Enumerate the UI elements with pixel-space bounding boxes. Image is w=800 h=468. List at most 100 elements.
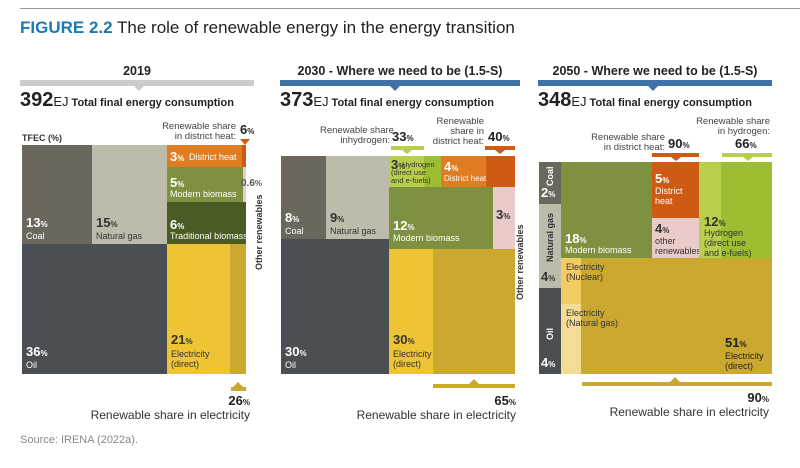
block-label: Traditional biomass xyxy=(170,231,246,241)
block-label: (direct) xyxy=(171,359,200,369)
district-heat-renewable-part xyxy=(242,145,246,167)
block-label: Electricity xyxy=(171,349,210,359)
panel-2050-year-bar xyxy=(538,80,772,86)
block-value: 2% xyxy=(541,185,556,200)
block-value: 4% xyxy=(541,355,556,370)
electricity-natural-gas-part xyxy=(561,304,581,374)
block-label: Modern biomass xyxy=(170,189,237,199)
block-label: heat xyxy=(655,196,673,206)
annotation-value-district-heat-2019: 6% xyxy=(240,122,254,137)
renewable-electricity-2030: 65% Renewable share in electricity xyxy=(356,393,516,422)
block-coal-2019: 13% Coal xyxy=(22,145,92,244)
electricity-pointer-2050 xyxy=(670,377,680,382)
block-electricity-2030: 30% Electricity (direct) xyxy=(389,249,515,374)
block-value: 4% xyxy=(655,221,670,236)
block-value: 51% xyxy=(725,335,747,350)
block-label: Oil xyxy=(545,327,555,340)
block-label: Oil xyxy=(285,360,296,370)
block-district-heat-2019: 3% District heat xyxy=(167,145,246,167)
block-modern-biomass-2030: 12% Modern biomass xyxy=(389,187,493,249)
electricity-nuclear-part xyxy=(561,258,581,304)
block-natural-gas-2050: Natural gas 4% xyxy=(539,204,561,288)
block-oil-2030: 30% Oil xyxy=(281,239,389,374)
annotation-value-district-heat-2050: 90% xyxy=(668,136,690,151)
block-label: (direct use xyxy=(704,238,747,248)
electricity-renewable-part xyxy=(230,244,246,374)
block-value: 30% xyxy=(393,332,415,347)
source-note: Source: IRENA (2022a). xyxy=(20,434,139,446)
block-modern-biomass-2019: 5% Modern biomass xyxy=(167,167,243,202)
electricity-renewable-marker-2019 xyxy=(231,387,246,391)
other-renewables-value-2019: 0.6% xyxy=(241,178,263,189)
panel-2019-year: 2019 xyxy=(123,64,151,78)
total-label: Total final energy consumption xyxy=(331,97,494,109)
block-label: (direct) xyxy=(725,361,754,371)
tfec-axis-label: TFEC (%) xyxy=(22,133,62,143)
pct: % xyxy=(247,127,255,136)
total-unit: EJ xyxy=(313,94,329,109)
block-label: Coal xyxy=(545,166,555,186)
block-value: 3% xyxy=(170,149,185,164)
block-other-renewables-2030: 3% xyxy=(493,187,515,249)
block-value: 30% xyxy=(285,344,307,359)
annotation-text: Renewable share xyxy=(162,121,236,132)
hydrogen-pointer-2030 xyxy=(402,150,412,154)
block-electricity-2050: Electricity (Nuclear) Electricity (Natur… xyxy=(561,258,772,374)
hydrogen-pointer-2050 xyxy=(743,157,753,161)
district-heat-marker-2030 xyxy=(485,146,515,150)
block-label: and e-fuels) xyxy=(704,248,752,258)
block-label: Electricity xyxy=(725,351,764,361)
block-value: 21% xyxy=(171,332,193,347)
block-value: 12% xyxy=(704,214,726,229)
hydrogen-marker-2030 xyxy=(391,146,424,150)
annotation-value-hydrogen-2050: 66% xyxy=(735,136,757,151)
block-label: Natural gas xyxy=(330,226,377,236)
block-label: Electricity xyxy=(393,349,432,359)
block-value: 3% xyxy=(496,207,511,222)
hydrogen-renewable-part xyxy=(424,156,441,187)
panel-2050-year-pointer xyxy=(648,86,658,91)
block-traditional-biomass-2019: 6% Traditional biomass xyxy=(167,202,246,244)
block-natural-gas-2030: 9% Natural gas xyxy=(326,156,389,239)
block-label: District xyxy=(655,186,683,196)
top-rule xyxy=(20,8,800,9)
block-value: 18% xyxy=(565,231,587,246)
block-other-renewables-2050: 4% other renewables xyxy=(652,218,699,258)
figure-title: FIGURE 2.2 The role of renewable energy … xyxy=(20,18,515,38)
block-label: Coal xyxy=(26,231,45,241)
district-heat-marker-2050 xyxy=(652,153,699,157)
value: 90 xyxy=(747,390,762,405)
block-value: 4% xyxy=(444,159,459,174)
block-value: 5% xyxy=(170,175,185,190)
district-heat-renewable-part xyxy=(486,156,515,187)
total-unit: EJ xyxy=(571,94,587,109)
block-modern-biomass-2050: 18% Modern biomass xyxy=(561,162,652,258)
district-heat-pointer xyxy=(240,139,250,145)
hydrogen-marker-2050 xyxy=(722,153,772,157)
electricity-renewable-marker-2050 xyxy=(582,382,772,386)
block-label: (Nuclear) xyxy=(566,272,604,282)
block-label: Modern biomass xyxy=(565,245,632,255)
block-label: Hydrogen xyxy=(402,160,435,169)
figure-title-text: The role of renewable energy in the ener… xyxy=(117,18,515,37)
caption: Renewable share in electricity xyxy=(356,408,516,422)
block-district-heat-2050: 5% District heat xyxy=(652,162,699,218)
total-unit: EJ xyxy=(53,94,69,109)
panel-2050-year: 2050 - Where we need to be (1.5-S) xyxy=(552,64,758,78)
total-label: Total final energy consumption xyxy=(71,97,234,109)
block-value: 15% xyxy=(96,215,118,230)
panel-2030-year: 2030 - Where we need to be (1.5-S) xyxy=(297,64,503,78)
block-oil-2050: Oil 4% xyxy=(539,288,561,374)
value: 26 xyxy=(228,393,243,408)
block-label: (Natural gas) xyxy=(566,318,619,328)
block-label: Natural gas xyxy=(545,212,555,262)
annotation-text: in district heat: xyxy=(174,131,236,142)
block-label: (direct) xyxy=(393,359,422,369)
district-heat-pointer-2050 xyxy=(671,157,681,161)
total-value: 373 xyxy=(280,89,314,111)
block-label: renewables xyxy=(655,246,699,256)
block-coal-2030: 8% Coal xyxy=(281,156,326,239)
other-renewables-label-2030: Other renewables xyxy=(515,224,525,300)
block-value: 13% xyxy=(26,215,48,230)
block-hydrogen-2030: 3% Hydrogen (direct use and e-fuels) xyxy=(389,156,441,187)
